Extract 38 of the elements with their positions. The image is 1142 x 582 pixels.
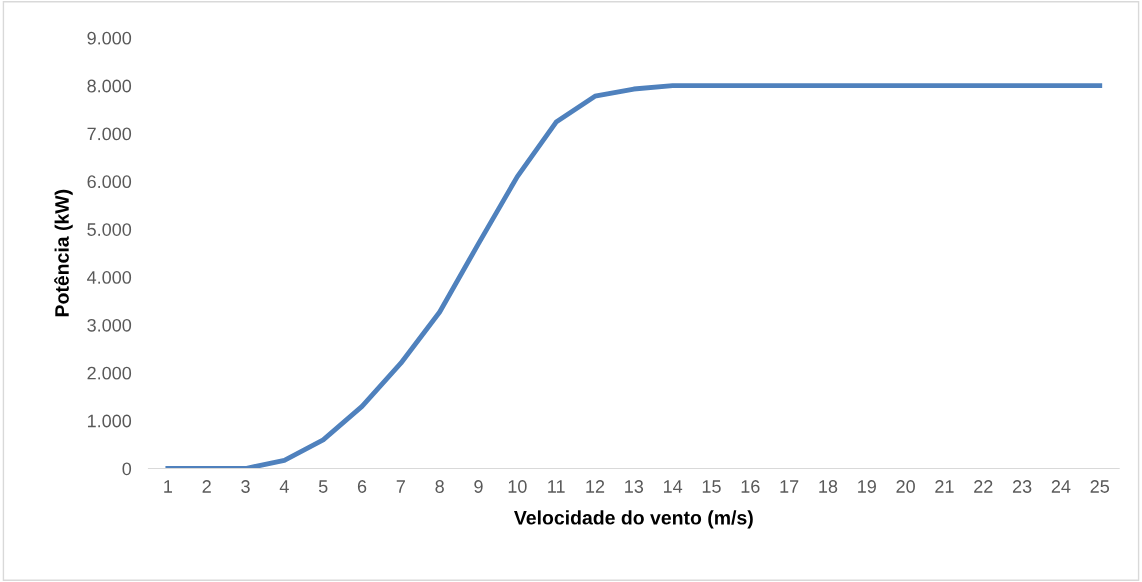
x-tick-label: 8 (435, 480, 444, 493)
y-tick-label: 6.000 (87, 175, 132, 189)
x-tick-label: 25 (1090, 480, 1110, 493)
y-tick-label: 8.000 (87, 79, 132, 93)
x-tick-label: 13 (625, 480, 644, 493)
x-tick-label: 9 (474, 480, 483, 493)
y-tick-label: 2.000 (87, 366, 132, 380)
x-tick-label: 20 (896, 480, 915, 493)
x-tick-label: 4 (279, 480, 289, 493)
x-tick-label: 3 (241, 480, 250, 493)
x-tick-label: 17 (780, 480, 799, 493)
line-series (165, 83, 1103, 469)
y-tick-label: 7.000 (87, 127, 132, 141)
y-tick-label: 0 (122, 462, 132, 476)
x-tick-label: 10 (508, 480, 527, 493)
y-tick-label: 9.000 (87, 31, 132, 45)
y-axis-title: Potência (kW) (54, 189, 73, 317)
x-tick-label: 22 (974, 480, 993, 493)
x-tick-label: 7 (396, 480, 405, 493)
x-tick-label: 15 (702, 480, 721, 493)
x-tick-label: 12 (586, 480, 605, 493)
x-tick-label: 5 (318, 480, 328, 493)
x-tick-label: 24 (1051, 480, 1071, 493)
y-tick-label: 1.000 (87, 414, 132, 428)
x-tick-label: 18 (819, 480, 838, 493)
x-tick-label: 1 (164, 480, 173, 493)
x-tick-label: 6 (357, 480, 367, 493)
x-tick-label: 21 (935, 480, 954, 493)
x-axis-title: Velocidade do vento (m/s) (514, 510, 753, 529)
x-tick-label: 14 (663, 480, 683, 493)
x-tick-label: 16 (741, 480, 760, 493)
x-tick-label: 23 (1012, 480, 1032, 493)
x-tick-label: 2 (202, 480, 211, 493)
y-tick-label: 5.000 (87, 223, 132, 236)
x-tick-label: 11 (548, 480, 565, 493)
x-tick-label: 19 (858, 480, 876, 493)
y-tick-label: 3.000 (87, 318, 132, 332)
y-tick-label: 4.000 (87, 271, 132, 284)
